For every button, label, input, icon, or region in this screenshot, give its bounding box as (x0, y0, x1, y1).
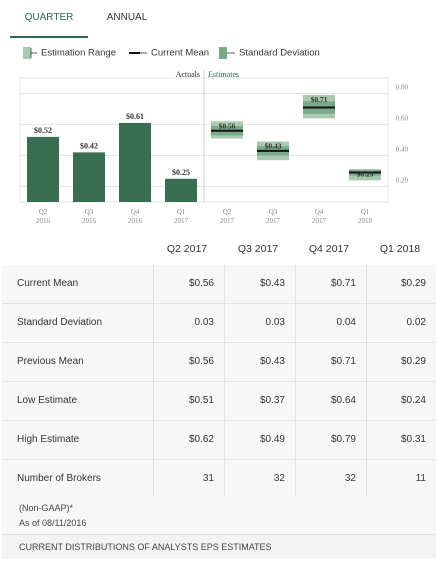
x-tick-quarter: Q2 (39, 208, 48, 216)
y-tick-label: 0.80 (396, 84, 409, 92)
actual-value-label: $0.25 (172, 168, 190, 177)
cell: $0.71 (295, 343, 366, 381)
cell: 31 (153, 460, 224, 498)
x-tick-quarter: Q1 (177, 208, 186, 216)
cell: 0.04 (295, 304, 366, 342)
non-gaap-note: (Non-GAAP)* (19, 503, 74, 513)
cell: $0.71 (295, 265, 366, 303)
x-tick-year: 2016 (128, 217, 143, 225)
row-low-estimate: Low Estimate $0.51 $0.37 $0.64 $0.24 (2, 382, 436, 421)
distributions-header[interactable]: CURRENT DISTRIBUTIONS OF ANALYSTS EPS ES… (2, 535, 436, 559)
current-mean-icon (129, 52, 147, 54)
column-q2-2017: Q2 2017 (166, 243, 208, 255)
column-q4-2017: Q4 2017 (308, 243, 350, 255)
cell: 0.03 (224, 304, 295, 342)
x-tick-quarter: Q3 (269, 208, 278, 216)
y-tick-label: 0.60 (396, 115, 409, 123)
estimate-value-label: $0.56 (219, 121, 236, 130)
cell: 32 (295, 460, 366, 498)
x-tick-quarter: Q4 (315, 208, 324, 216)
x-tick-year: 2017 (174, 217, 189, 225)
tab-quarter[interactable]: QUARTER (10, 0, 88, 38)
tab-annual[interactable]: ANNUAL (106, 12, 148, 23)
cell: $0.49 (224, 421, 295, 459)
as-of-date: As of 08/11/2016 (19, 518, 87, 528)
actual-value-label: $0.52 (34, 126, 52, 135)
x-tick-year: 2017 (266, 217, 281, 225)
y-tick-label: 0.20 (396, 177, 409, 185)
legend-current-mean: Current Mean (128, 46, 209, 61)
legend-standard-deviation: Standard Deviation (218, 46, 320, 61)
x-tick-year: 2016 (82, 217, 97, 225)
cell: $0.79 (295, 421, 366, 459)
cell: $0.29 (366, 265, 436, 303)
legend-estimation-range: Estimation Range (22, 46, 116, 61)
actuals-label: Actuals (176, 70, 200, 79)
estimates-label: Estimates (208, 70, 239, 79)
cell: 0.02 (366, 304, 436, 342)
cell: $0.56 (153, 265, 224, 303)
cell: $0.37 (224, 382, 295, 420)
row-label: Number of Brokers (17, 473, 101, 484)
row-label: High Estimate (17, 434, 80, 445)
x-tick-quarter: Q1 (361, 208, 370, 216)
row-label: Previous Mean (17, 356, 84, 367)
footnote: (Non-GAAP)* As of 08/11/2016 (2, 497, 436, 535)
cell: $0.31 (366, 421, 436, 459)
cell: $0.51 (153, 382, 224, 420)
distributions-label: CURRENT DISTRIBUTIONS OF ANALYSTS EPS ES… (19, 542, 272, 552)
estimation-range-icon (23, 47, 37, 59)
legend-std-label: Standard Deviation (239, 47, 320, 59)
actual-bar (119, 122, 151, 202)
row-current-mean: Current Mean $0.56 $0.43 $0.71 $0.29 (2, 265, 436, 304)
x-tick-quarter: Q2 (223, 208, 232, 216)
eps-chart: 0.20 0.40 0.60 0.80 Actuals Estimates $0.52 $0.… (19, 70, 409, 225)
cell: $0.24 (366, 382, 436, 420)
x-tick-year: 2017 (220, 217, 235, 225)
row-label: Current Mean (17, 278, 79, 289)
x-tick-year: 2017 (312, 217, 327, 225)
cell: $0.29 (366, 343, 436, 381)
legend-mean-label: Current Mean (151, 47, 210, 59)
legend-range-label: Estimation Range (41, 47, 116, 59)
actual-value-label: $0.42 (80, 141, 98, 150)
x-tick-year: 2018 (358, 217, 373, 225)
x-tick-quarter: Q4 (131, 208, 140, 216)
cell: 11 (366, 460, 436, 498)
estimate-value-label: $0.29 (357, 169, 374, 178)
cell: $0.43 (224, 265, 295, 303)
row-label: Low Estimate (17, 395, 78, 406)
row-high-estimate: High Estimate $0.62 $0.49 $0.79 $0.31 (2, 421, 436, 460)
row-standard-deviation: Standard Deviation 0.03 0.03 0.04 0.02 (2, 304, 436, 343)
row-number-of-brokers: Number of Brokers 31 32 32 11 (2, 460, 436, 499)
column-q1-2018: Q1 2018 (379, 243, 421, 255)
actual-bar (73, 152, 105, 202)
actual-bar (27, 136, 59, 202)
row-label: Standard Deviation (17, 317, 103, 328)
cell: $0.43 (224, 343, 295, 381)
y-tick-label: 0.40 (396, 146, 409, 154)
estimate-value-label: $0.71 (311, 95, 328, 104)
cell: $0.64 (295, 382, 366, 420)
period-tabs: QUARTER ANNUAL (0, 0, 438, 38)
cell: 32 (224, 460, 295, 498)
standard-deviation-icon (219, 47, 235, 59)
actual-bar (165, 178, 197, 202)
row-previous-mean: Previous Mean $0.56 $0.43 $0.71 $0.29 (2, 343, 436, 382)
cell: 0.03 (153, 304, 224, 342)
column-q3-2017: Q3 2017 (237, 243, 279, 255)
chart-legend: Estimation Range Current Mean Standard D… (0, 44, 438, 62)
cell: $0.62 (153, 421, 224, 459)
cell: $0.56 (153, 343, 224, 381)
estimate-value-label: $0.43 (265, 142, 282, 151)
x-tick-year: 2016 (36, 217, 51, 225)
x-tick-quarter: Q3 (85, 208, 94, 216)
actual-value-label: $0.61 (126, 112, 144, 121)
